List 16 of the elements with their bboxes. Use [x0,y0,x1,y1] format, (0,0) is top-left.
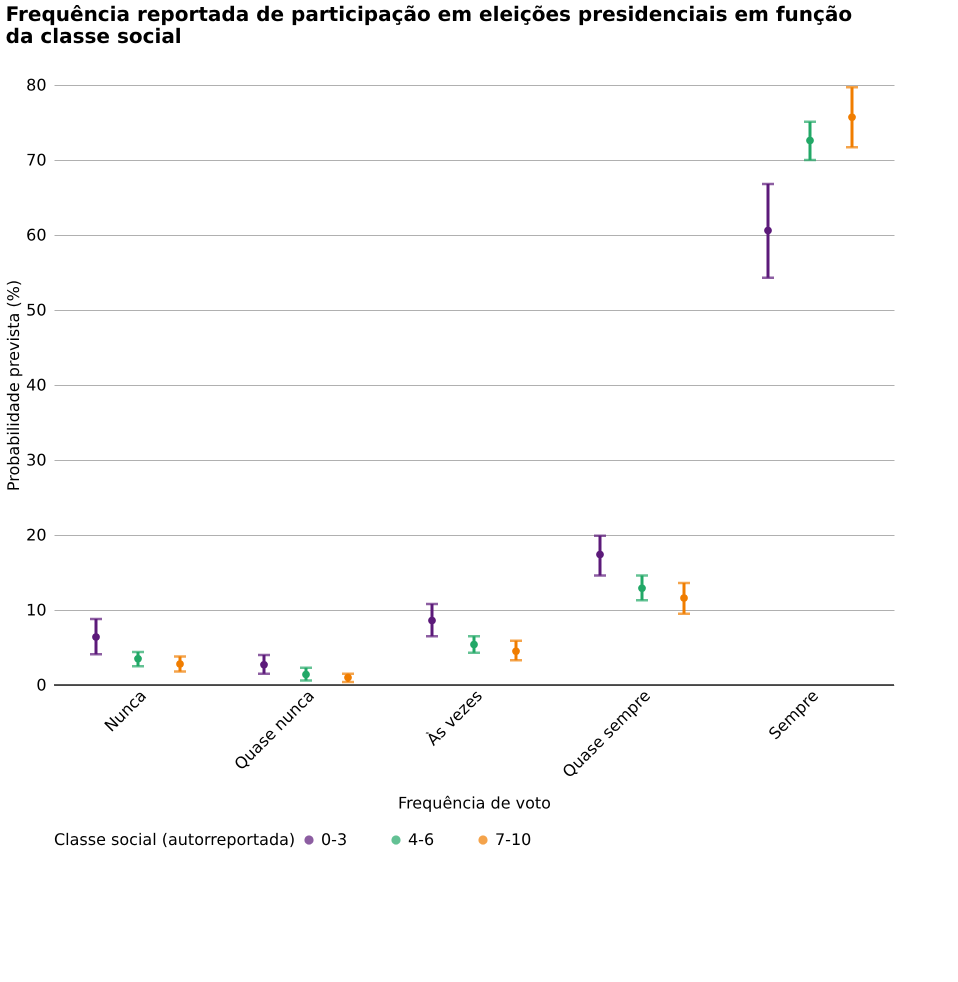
x-axis-title: Frequência de voto [398,794,551,813]
y-tick-label: 70 [26,150,46,170]
y-tick-label: 10 [26,600,46,620]
legend-title: Classe social (autorreportada) [54,830,296,849]
y-tick-label: 30 [26,450,46,470]
y-tick-label: 50 [26,300,46,320]
legend-label: 0-3 [321,830,348,849]
chart-title: Frequência reportada de participação em eleições presidenciais em função da classe social [6,2,852,48]
legend-label: 4-6 [408,830,434,849]
y-tick-label: 20 [26,526,46,544]
y-tick-label: 60 [26,226,46,244]
y-tick-label: 0 [36,676,46,694]
legend-label: 7-10 [495,830,532,849]
y-tick-label: 80 [26,76,46,94]
y-tick-label: 40 [26,376,46,394]
y-axis-title: Probabilidade prevista (%) [4,280,24,492]
